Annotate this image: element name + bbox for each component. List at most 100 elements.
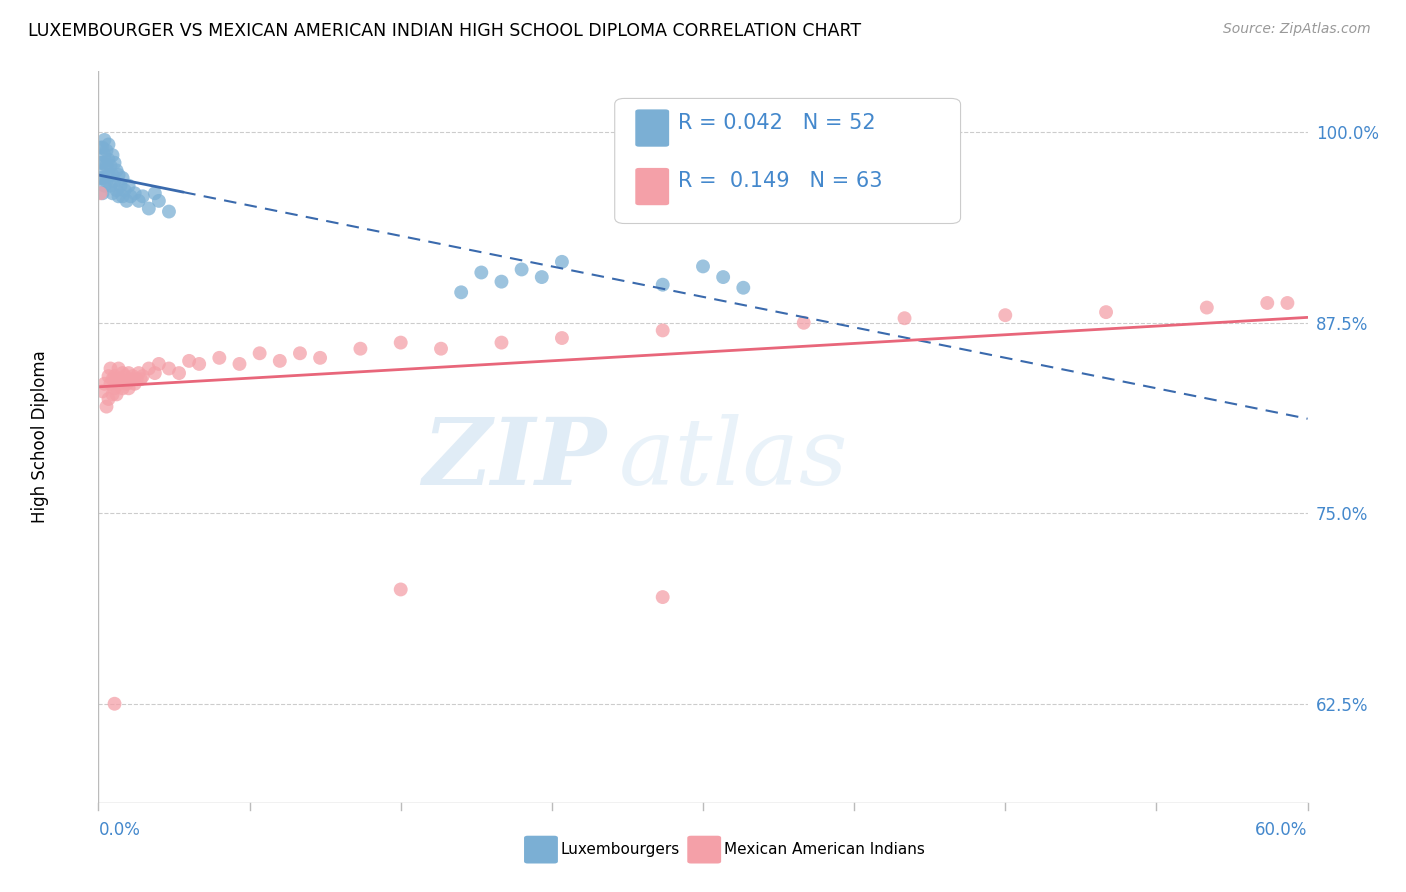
- Point: [491, 335, 513, 350]
- Point: [651, 277, 673, 292]
- Point: [111, 381, 134, 395]
- Point: [349, 342, 371, 356]
- Point: [103, 174, 125, 188]
- Point: [93, 163, 115, 178]
- Point: [510, 262, 533, 277]
- Text: R = 0.042   N = 52: R = 0.042 N = 52: [678, 112, 875, 133]
- Point: [93, 133, 115, 147]
- Point: [269, 354, 291, 368]
- Point: [138, 361, 160, 376]
- Point: [651, 590, 673, 604]
- Point: [148, 357, 170, 371]
- Point: [118, 178, 141, 193]
- Point: [1095, 305, 1118, 319]
- Text: R =  0.149   N = 63: R = 0.149 N = 63: [678, 171, 882, 191]
- Point: [97, 168, 120, 182]
- Point: [124, 376, 146, 391]
- Point: [143, 366, 166, 380]
- Point: [470, 266, 492, 280]
- Point: [91, 140, 114, 154]
- Point: [994, 308, 1017, 322]
- Point: [132, 189, 155, 203]
- Text: 60.0%: 60.0%: [1256, 822, 1308, 839]
- Text: Mexican American Indians: Mexican American Indians: [724, 842, 924, 857]
- Point: [121, 369, 143, 384]
- Point: [100, 159, 122, 173]
- Point: [101, 186, 124, 201]
- Text: ZIP: ZIP: [422, 414, 606, 504]
- Point: [138, 202, 160, 216]
- Point: [125, 372, 148, 386]
- Point: [309, 351, 332, 365]
- Point: [111, 366, 134, 380]
- Point: [89, 171, 111, 186]
- Point: [1277, 296, 1299, 310]
- Point: [179, 354, 201, 368]
- Point: [96, 400, 118, 414]
- Point: [101, 148, 124, 162]
- Point: [101, 387, 124, 401]
- Point: [107, 168, 129, 182]
- FancyBboxPatch shape: [688, 836, 721, 863]
- Point: [128, 194, 150, 208]
- Point: [118, 381, 141, 395]
- Point: [89, 140, 111, 154]
- Point: [118, 366, 141, 380]
- Point: [97, 392, 120, 406]
- Point: [793, 316, 815, 330]
- Point: [893, 311, 915, 326]
- FancyBboxPatch shape: [636, 110, 669, 146]
- Point: [105, 387, 128, 401]
- Point: [93, 178, 115, 193]
- Point: [105, 372, 128, 386]
- Point: [105, 183, 128, 197]
- Point: [89, 156, 111, 170]
- Point: [107, 376, 129, 391]
- Point: [228, 357, 250, 371]
- Point: [100, 178, 122, 193]
- Point: [105, 163, 128, 178]
- Point: [107, 189, 129, 203]
- Point: [103, 697, 125, 711]
- Point: [91, 156, 114, 170]
- Point: [101, 372, 124, 386]
- Point: [93, 148, 115, 162]
- Point: [91, 171, 114, 186]
- Point: [167, 366, 190, 380]
- Point: [157, 361, 180, 376]
- Point: [97, 137, 120, 152]
- Point: [97, 153, 120, 167]
- Point: [389, 335, 412, 350]
- Text: Luxembourgers: Luxembourgers: [561, 842, 679, 857]
- Point: [430, 342, 453, 356]
- Point: [651, 323, 673, 337]
- Point: [711, 270, 734, 285]
- Point: [110, 372, 132, 386]
- Point: [97, 369, 120, 384]
- Point: [93, 376, 115, 391]
- Point: [120, 189, 142, 203]
- Point: [107, 361, 129, 376]
- Point: [124, 186, 146, 201]
- Point: [157, 204, 180, 219]
- FancyBboxPatch shape: [636, 168, 669, 205]
- Text: Source: ZipAtlas.com: Source: ZipAtlas.com: [1223, 22, 1371, 37]
- Point: [100, 361, 122, 376]
- Point: [128, 366, 150, 380]
- Point: [114, 369, 136, 384]
- Point: [208, 351, 231, 365]
- Point: [103, 369, 125, 384]
- Point: [91, 384, 114, 399]
- Text: High School Diploma: High School Diploma: [31, 351, 49, 524]
- Text: 0.0%: 0.0%: [98, 822, 141, 839]
- Point: [188, 357, 211, 371]
- Point: [100, 376, 122, 391]
- Point: [249, 346, 271, 360]
- Point: [96, 159, 118, 173]
- Point: [91, 186, 114, 201]
- Point: [115, 194, 138, 208]
- Point: [551, 255, 574, 269]
- Point: [96, 174, 118, 188]
- Point: [103, 381, 125, 395]
- Point: [491, 275, 513, 289]
